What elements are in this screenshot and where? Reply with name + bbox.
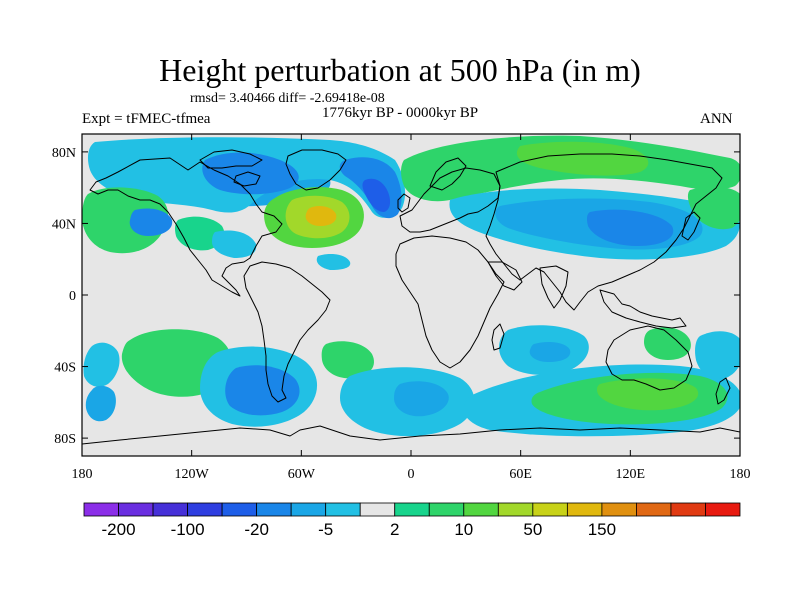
coast-scandinavia (429, 157, 467, 191)
x-axis-ticks: 180 120W 60W 0 60E 120E 180 (72, 134, 751, 482)
contour-green-npacific-east (687, 186, 740, 230)
coast-madagascar (491, 323, 505, 351)
contour-green-ne-pacific (82, 187, 168, 254)
contour-blue-pacific-low (129, 208, 173, 236)
colorbar-swatch (118, 502, 154, 517)
colorbar-label: 150 (588, 520, 616, 539)
colorbar-label: 10 (454, 520, 473, 539)
coast-canadian-arctic (199, 149, 263, 187)
contour-lightblue-atlantic-south (316, 254, 351, 270)
colorbar-label: -5 (318, 520, 333, 539)
colorbar-swatch (601, 502, 637, 517)
contour-blue-drake (225, 365, 300, 416)
coast-africa (395, 235, 505, 369)
colorbar-swatch (290, 502, 327, 517)
contour-darkblue-asia (586, 209, 674, 246)
colorbar-swatch (636, 502, 672, 517)
contour-blue-south-pacific (85, 385, 116, 422)
coast-india (539, 265, 569, 309)
colorbar-swatch (152, 502, 188, 517)
coast-antarctica (82, 425, 740, 445)
coast-uk (397, 193, 411, 213)
y-tick-label: 80S (54, 432, 76, 447)
coast-japan (681, 211, 701, 241)
contour-green-south-atlantic (321, 341, 374, 379)
x-tick-label: 120E (616, 467, 646, 482)
colorbar-swatch (187, 502, 223, 517)
contour-darkgreen-eurasia (516, 141, 649, 176)
plot-title: Height perturbation at 500 hPa (in m) (159, 52, 641, 88)
coast-australia (605, 325, 693, 391)
contour-green-tasman (644, 327, 691, 360)
coast-south-america (243, 261, 331, 403)
contour-blue-greenland (202, 152, 299, 195)
colorbar-label: -200 (102, 520, 136, 539)
coast-southeast-asia (599, 289, 687, 329)
contour-fields (82, 135, 740, 437)
coastlines (82, 149, 740, 445)
x-tick-label: 120W (175, 467, 210, 482)
colorbar-swatch (463, 502, 499, 517)
colorbar-swatch (394, 502, 430, 517)
season-label: ANN (700, 111, 733, 127)
x-tick-label: 0 (408, 467, 415, 482)
colorbar-swatch (532, 502, 568, 517)
x-tick-label: 180 (730, 467, 751, 482)
coast-arabia (487, 261, 523, 291)
x-tick-label: 60W (288, 467, 316, 482)
colorbar-swatch (256, 502, 292, 517)
colorbar-label: -20 (244, 520, 269, 539)
contour-blue-south-atlantic (394, 381, 449, 417)
colorbar-label: -100 (171, 520, 205, 539)
colorbar-swatch (566, 502, 603, 517)
coast-greenland (285, 149, 347, 191)
colorbar-swatch (83, 502, 119, 517)
colorbar-label: 50 (523, 520, 542, 539)
colorbar-swatch (221, 502, 258, 517)
contour-lightblue-tasman (695, 331, 740, 379)
y-tick-label: 80N (52, 146, 76, 161)
y-tick-label: 0 (69, 289, 76, 304)
period-label: 1776kyr BP - 0000kyr BP (322, 105, 479, 121)
colorbar-swatch (705, 502, 741, 517)
y-tick-label: 40N (52, 217, 76, 232)
colorbar-swatch (359, 502, 396, 517)
y-tick-label: 40S (54, 361, 76, 376)
contour-orange-atlantic-core (305, 206, 337, 226)
stats-line: rmsd= 3.40466 diff= -2.69418e-08 (190, 91, 385, 106)
contour-green-us-east (174, 216, 225, 251)
contour-darkgreen-south-indian (596, 378, 699, 411)
x-tick-label: 180 (72, 467, 93, 482)
coast-asia (485, 153, 723, 311)
experiment-label: Expt = tFMEC-tfmea (82, 111, 211, 127)
colorbar-swatch (497, 502, 534, 517)
coast-new-zealand (715, 377, 731, 405)
colorbar-label: 2 (390, 520, 399, 539)
colorbar-swatch (670, 502, 706, 517)
contour-lightblue-sw-pacific (83, 342, 120, 387)
coast-north-america (89, 157, 283, 297)
y-axis-ticks: 80N 40N 0 40S 80S (52, 146, 740, 447)
contour-lightblue-us (212, 230, 257, 258)
x-tick-label: 60E (509, 467, 532, 482)
colorbar-swatch (428, 502, 465, 517)
contour-darkblue-atlantic (362, 178, 391, 212)
colorbar-swatch (325, 502, 361, 517)
contour-blue-indian (529, 342, 571, 362)
